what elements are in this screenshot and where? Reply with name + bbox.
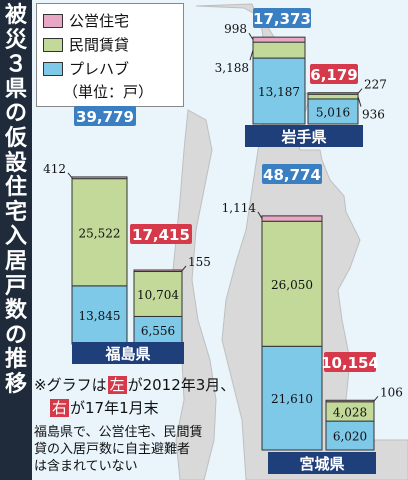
bar-segment-public <box>252 36 306 43</box>
note-detail-line-3: は含まれていない <box>34 459 138 474</box>
bar-segment-public <box>71 176 128 180</box>
total-badge-2017 <box>130 224 192 244</box>
data-label-public: 998 <box>224 22 247 36</box>
bar-segment-private <box>133 271 183 317</box>
note-detail-line-2: 貸の入居戸数に自主避難者 <box>34 442 191 457</box>
leader-line <box>248 32 254 40</box>
data-label-public: 106 <box>380 385 403 399</box>
prefecture-plate <box>72 342 184 364</box>
data-label-public: 412 <box>43 162 66 176</box>
bar-segment-public <box>325 399 375 403</box>
total-badge-2017 <box>324 352 376 372</box>
bar-segment-public <box>307 92 359 95</box>
data-label-prefab: 13,187 <box>258 85 300 99</box>
bar-segment-private <box>71 178 128 287</box>
legend-item-private: 民間賃貸 <box>43 34 179 56</box>
bar-segment-prefab <box>252 57 306 125</box>
bar-segment-prefab <box>307 98 359 125</box>
data-label-prefab: 21,610 <box>271 392 313 406</box>
leader-line <box>67 172 73 179</box>
data-label-prefab: 6,556 <box>141 324 175 338</box>
total-label: 17,373 <box>253 10 311 28</box>
note-line-1: ※グラフは左が2012年3月、 <box>34 374 264 397</box>
legend-item-public: 公営住宅 <box>43 10 179 32</box>
bar-segment-prefab <box>71 285 128 345</box>
bar-segment-private <box>252 41 306 59</box>
legend-swatch-public <box>43 14 63 28</box>
land-mass-west <box>171 109 217 480</box>
bar-segment-public <box>261 215 323 222</box>
data-label-private: 10,704 <box>137 288 179 302</box>
prefecture-label: 岩手県 <box>280 128 326 146</box>
leader-line <box>257 211 263 219</box>
data-label-private: 25,522 <box>79 226 121 240</box>
data-label-prefab: 13,845 <box>79 309 121 323</box>
legend-item-prefab: プレハブ <box>43 58 179 80</box>
leader-line <box>181 265 187 272</box>
note-line-2: 右が17年1月末 <box>34 397 264 420</box>
legend-label-private: 民間賃貸 <box>69 36 130 54</box>
data-label-prefab: 6,020 <box>333 430 367 444</box>
bar-segment-public <box>133 269 183 273</box>
legend-swatch-prefab <box>43 62 63 76</box>
total-badge-2012 <box>253 8 311 28</box>
note-line-1-suffix: が2012年3月、 <box>127 376 236 394</box>
note-right-tag: 右 <box>50 399 70 417</box>
data-label-private: 4,028 <box>333 405 367 419</box>
bar-segment-prefab <box>261 345 323 451</box>
leader-line <box>357 96 362 107</box>
prefecture-label: 福島県 <box>104 345 150 363</box>
total-badge-2012 <box>74 106 136 126</box>
note-detail: 福島県で、公営住宅、民間賃 貸の入居戸数に自主避難者 は含まれていない <box>34 424 264 475</box>
data-label-public: 1,114 <box>222 201 257 215</box>
chart-title: 被災３県の仮設住宅入居戸数の推移 <box>4 3 27 397</box>
legend-label-public: 公営住宅 <box>69 12 130 30</box>
total-badge-2012 <box>262 164 322 184</box>
note-line-2-suffix: が17年1月末 <box>70 399 159 417</box>
total-label: 17,415 <box>132 226 190 244</box>
legend-unit: （単位：戸） <box>63 83 154 101</box>
data-label-private: 3,188 <box>215 61 249 75</box>
data-label-public: 227 <box>364 78 387 92</box>
prefecture-label: 宮城県 <box>299 455 344 473</box>
leader-line <box>373 395 379 402</box>
leader-line <box>357 88 363 94</box>
total-label: 48,774 <box>263 166 321 184</box>
data-label-private: 26,050 <box>271 278 313 292</box>
note-detail-line-1: 福島県で、公営住宅、民間賃 <box>34 425 203 440</box>
note: ※グラフは左が2012年3月、 右が17年1月末 <box>34 374 264 420</box>
legend-swatch-private <box>43 38 63 52</box>
prefecture-plate <box>245 125 363 147</box>
data-label-prefab: 5,016 <box>316 105 350 119</box>
note-left-tag: 左 <box>107 376 127 394</box>
bar-segment-private <box>307 93 359 100</box>
total-label: 39,779 <box>76 108 134 126</box>
leader-line <box>249 49 254 61</box>
total-badge-2017 <box>310 64 358 84</box>
data-label-private: 936 <box>362 108 385 122</box>
legend: 公営住宅 民間賃貸 プレハブ （単位：戸） <box>36 3 184 107</box>
note-line-1-prefix: ※グラフは <box>34 376 107 394</box>
title-band: 被災３県の仮設住宅入居戸数の推移 <box>0 0 32 480</box>
data-label-public: 155 <box>188 255 211 269</box>
total-label: 10,154 <box>321 354 379 372</box>
prefecture-plate <box>268 452 376 474</box>
legend-label-prefab: プレハブ <box>69 60 130 78</box>
total-label: 6,179 <box>310 66 357 84</box>
